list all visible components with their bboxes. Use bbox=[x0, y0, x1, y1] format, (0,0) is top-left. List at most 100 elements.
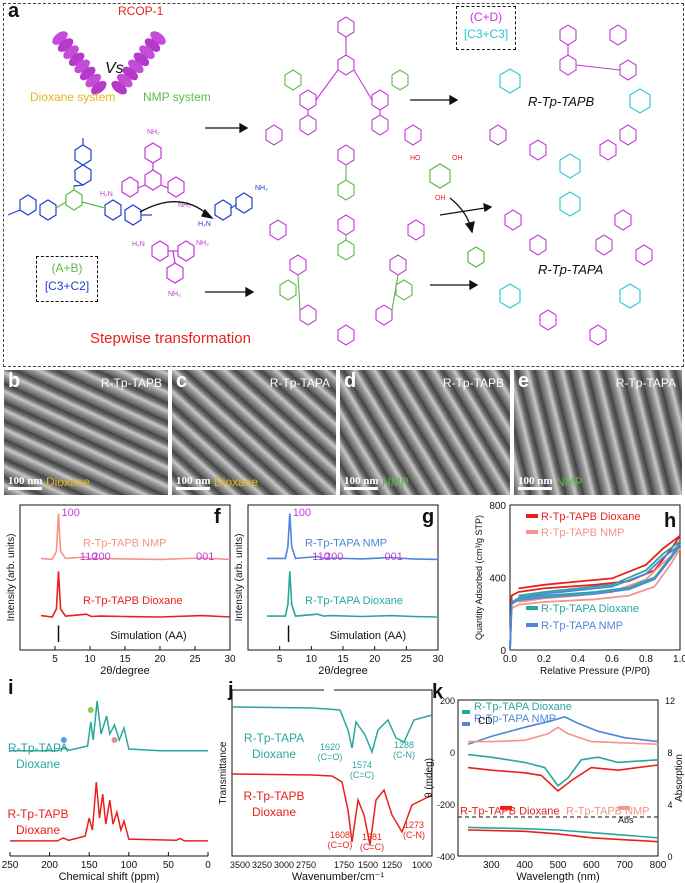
svg-text:NH₂: NH₂ bbox=[147, 129, 160, 136]
cd-abs-series bbox=[467, 826, 659, 839]
nmr-marker bbox=[60, 737, 67, 744]
bet-ylabel: Quantity Adsorbed (cm³/g STP) bbox=[474, 515, 484, 640]
product-framework-tapb bbox=[489, 24, 651, 179]
sem-system-label: NMP bbox=[382, 475, 409, 489]
nmr-label-tapa-2: Dioxane bbox=[16, 757, 60, 771]
xrd-legend-0: R-Tp-TAPA NMP bbox=[305, 537, 387, 549]
panel-a-scheme: NH₂ H₂N NH₂ H₂N NH₂ NH₂ NH₂ H₂N HO OH OH bbox=[7, 16, 653, 346]
helix-nmp-icon bbox=[111, 31, 166, 95]
xrd-tick-label: 20 bbox=[154, 654, 166, 665]
sem-image-d: d R-Tp-TAPB 100 nm NMP bbox=[340, 370, 510, 495]
xrd-legend-1: R-Tp-TAPA Dioxane bbox=[305, 595, 403, 607]
cd-xtick-label: 300 bbox=[483, 860, 500, 871]
svg-text:OH: OH bbox=[452, 155, 463, 162]
imine-framework-bottom bbox=[269, 214, 425, 346]
sem-scalebar bbox=[176, 487, 210, 490]
diamine-byproduct-structure bbox=[214, 192, 253, 221]
svg-text:NH₂: NH₂ bbox=[255, 185, 268, 192]
xrd-frame-g bbox=[247, 504, 439, 651]
ab-box: (A+B) [C3+C2] bbox=[36, 256, 98, 302]
bet-xtick-label: 0.6 bbox=[605, 654, 619, 665]
sem-image-b: b R-Tp-TAPB 100 nm Dioxane bbox=[4, 370, 168, 495]
cd-series-3 bbox=[468, 726, 659, 745]
nmr-letter: i bbox=[8, 677, 14, 699]
xrd-peak-label: 100 bbox=[62, 507, 80, 519]
sem-system-label: NMP bbox=[556, 475, 583, 489]
bet-ytick-label: 0 bbox=[500, 646, 506, 657]
cd-y2label: Absorption bbox=[674, 754, 685, 802]
xrd-tick-label: 10 bbox=[84, 654, 96, 665]
imine-framework-top bbox=[265, 16, 422, 201]
xrd-sim-label: Simulation (AA) bbox=[330, 630, 406, 642]
ftir-anno-tapa-num: 1620 bbox=[320, 742, 340, 752]
sem-system-label: Dioxane bbox=[214, 475, 259, 489]
nmr-series-1 bbox=[10, 782, 208, 842]
xrd-sim-label: Simulation (AA) bbox=[110, 630, 186, 642]
cd-y2tick-label: 8 bbox=[667, 748, 672, 758]
ftir-label-tapa-2: Dioxane bbox=[252, 747, 296, 761]
nmr-tick-label: 0 bbox=[205, 860, 211, 871]
trialdehyde-structure bbox=[467, 246, 485, 268]
bet-xtick-label: 0.4 bbox=[571, 654, 585, 665]
ftir-anno-tapb-num: 1581 bbox=[362, 832, 382, 842]
ftir-axis-break bbox=[324, 688, 334, 694]
ftir-tick-label: 3000 bbox=[274, 860, 294, 870]
xrd-legend-0: R-Tp-TAPB NMP bbox=[83, 537, 167, 549]
xrd-tick-label: 30 bbox=[432, 654, 444, 665]
bet-series-1 bbox=[509, 547, 681, 651]
xrd-letter: g bbox=[422, 506, 434, 528]
xrd-ylabel: Intensity (arb. units) bbox=[6, 534, 17, 622]
sem-letter: b bbox=[8, 370, 21, 392]
sem-image-e: e R-Tp-TAPA 100 nm NMP bbox=[514, 370, 682, 495]
xrd-peak-label: 001 bbox=[385, 551, 403, 563]
sem-scalebar bbox=[518, 487, 552, 490]
sem-system-label: Dioxane bbox=[46, 475, 91, 489]
nmr-tick-label: 150 bbox=[81, 860, 98, 871]
ftir-label-tapa-1: R-Tp-TAPA bbox=[244, 731, 304, 745]
ftir-tick-label: 1750 bbox=[334, 860, 354, 870]
reaction-arrows bbox=[139, 94, 493, 298]
rcop-label: RCOP-1 bbox=[118, 4, 164, 18]
cd-xtick-label: 600 bbox=[583, 860, 600, 871]
bet-legend-label: R-Tp-TAPA NMP bbox=[541, 620, 623, 632]
xrd-tick-label: 15 bbox=[337, 654, 349, 665]
nmr-marker bbox=[111, 737, 118, 744]
ftir-anno-tapa-bond: (C-N) bbox=[393, 750, 415, 760]
xrd-peak-label: 001 bbox=[196, 551, 214, 563]
svg-text:OH: OH bbox=[435, 195, 446, 202]
xrd-tick-label: 30 bbox=[224, 654, 236, 665]
cd-box: (C+D) [C3+C3] bbox=[456, 6, 516, 50]
ftir-anno-tapb-num: 1273 bbox=[404, 820, 424, 830]
cd-y2tick-label: 0 bbox=[667, 852, 672, 862]
nmr-series-0 bbox=[10, 700, 208, 752]
ab-box-line1: (A+B) bbox=[51, 261, 83, 275]
svg-text:H₂N: H₂N bbox=[132, 241, 145, 248]
helix-dioxane-icon bbox=[52, 31, 107, 95]
svg-text:H₂N: H₂N bbox=[100, 191, 113, 198]
cd-xtick-label: 500 bbox=[550, 860, 567, 871]
nmr-tick-label: 100 bbox=[120, 860, 137, 871]
sem-scalebar bbox=[344, 487, 378, 490]
nmr-tick-label: 50 bbox=[163, 860, 175, 871]
ftir-anno-tapb-num: 1608 bbox=[330, 830, 350, 840]
ftir-tick-label: 3500 bbox=[230, 860, 250, 870]
svg-text:HO: HO bbox=[410, 155, 421, 162]
xrd-xlabel: 2θ/degree bbox=[318, 665, 368, 677]
ftir-letter: j bbox=[227, 679, 234, 701]
sem-letter: d bbox=[344, 370, 357, 392]
panel-a bbox=[3, 3, 684, 367]
ftir-anno-tapa-num: 1288 bbox=[394, 740, 414, 750]
ab-box-line2: [C3+C2] bbox=[44, 279, 90, 293]
ftir-label-tapb-2: Dioxane bbox=[252, 805, 296, 819]
ftir-series-tapb bbox=[231, 773, 433, 846]
sem-title: R-Tp-TAPA bbox=[269, 376, 330, 390]
tapa-monomer-structure bbox=[151, 240, 195, 284]
ftir-tick-label: 1000 bbox=[412, 860, 432, 870]
nmr-label-tapa-1: R-Tp-TAPA bbox=[8, 741, 68, 755]
ftir-anno-tapb-bond: (C-N) bbox=[403, 830, 425, 840]
starting-polymer-structure bbox=[7, 138, 152, 226]
xrd-ylabel: Intensity (arb. units) bbox=[234, 534, 245, 622]
svg-text:NH₂: NH₂ bbox=[178, 202, 191, 209]
xrd-peak-label: 200 bbox=[92, 551, 110, 563]
svg-text:NH₂: NH₂ bbox=[168, 291, 181, 298]
